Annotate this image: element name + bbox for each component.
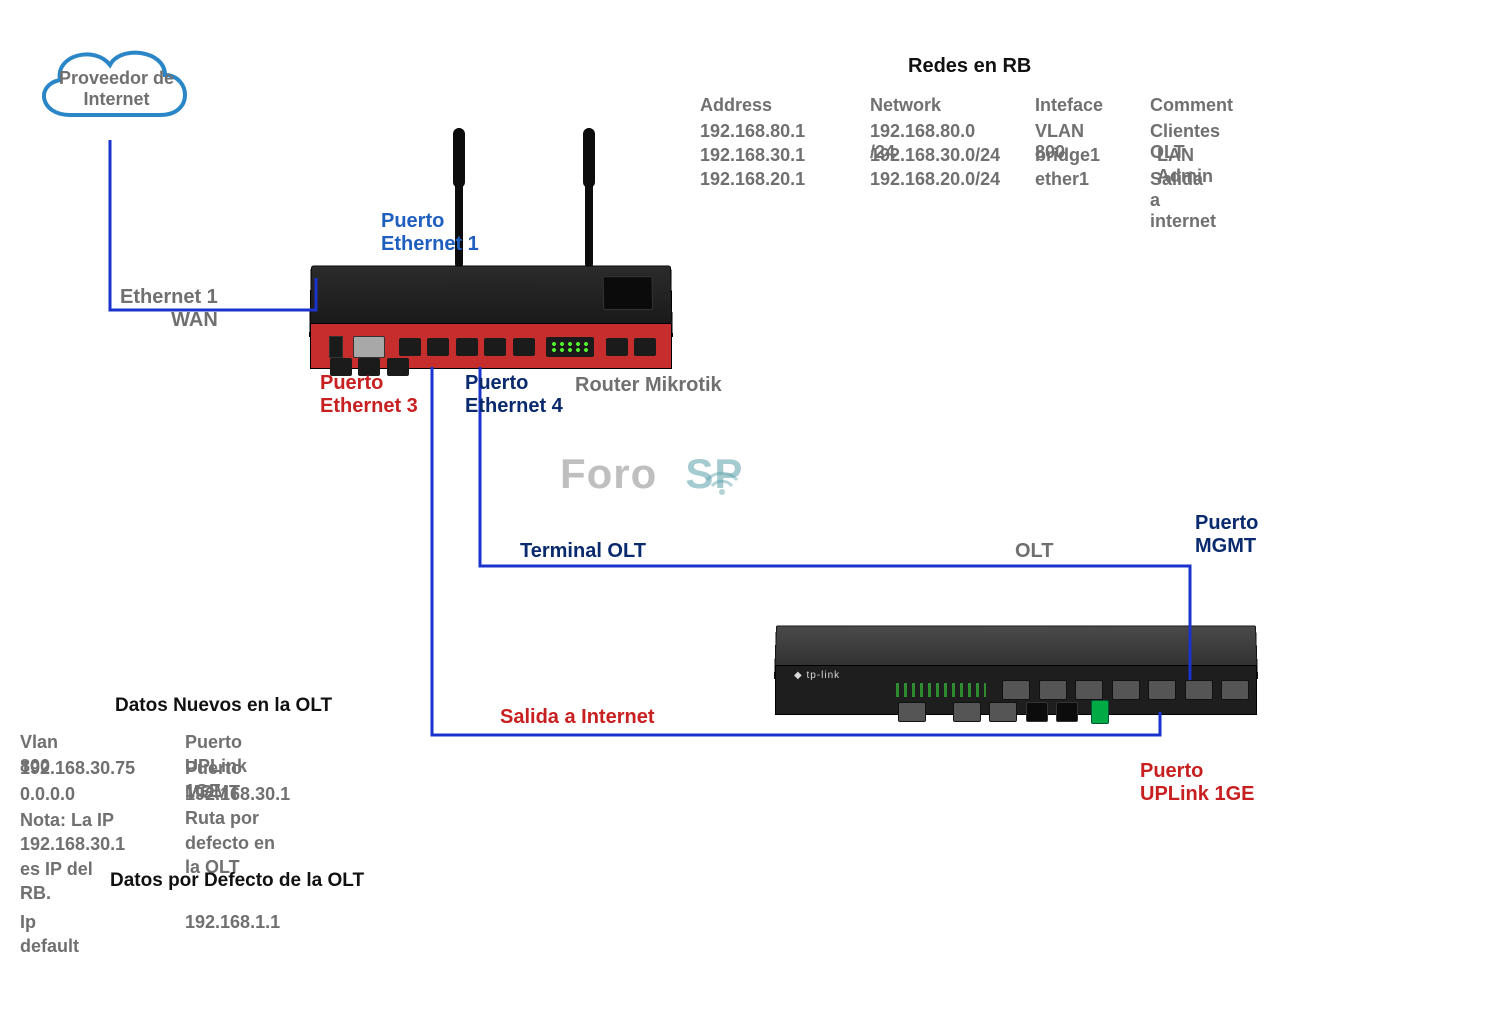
- label-puerto-uplink: Puerto UPLink 1GE: [1140, 760, 1254, 806]
- rb-hdr-network: Network: [870, 95, 941, 116]
- router-front: [310, 323, 672, 369]
- olt-mgmt-port: [1056, 702, 1078, 722]
- label-puerto-eth4: Puerto Ethernet 4: [465, 372, 563, 418]
- olt-sfp-5: [1148, 680, 1176, 700]
- router-eth3: [456, 338, 478, 356]
- rb-r1-c1: 192.168.30.0/24: [870, 145, 1000, 166]
- wire-cloud-to-eth1: [110, 140, 316, 310]
- label-router-mikrotik: Router Mikrotik: [575, 374, 722, 397]
- label-puerto-eth3: Puerto Ethernet 3: [320, 372, 418, 418]
- label-salida-internet: Salida a Internet: [500, 706, 655, 729]
- olt-sfp-4: [1112, 680, 1140, 700]
- olt-sfp-3: [1075, 680, 1103, 700]
- olt-new-r2-c0: 0.0.0.0: [20, 782, 75, 806]
- olt-new-r2-c1: 192.168.30.1 Ruta por defecto en la OLT: [185, 782, 290, 879]
- rb-r1-c2: bridge1: [1035, 145, 1100, 166]
- olt-ports: [896, 680, 1256, 724]
- olt-terminal-block: [1091, 700, 1109, 724]
- olt-new-title: Datos Nuevos en la OLT: [115, 695, 332, 717]
- label-terminal-olt: Terminal OLT: [520, 540, 646, 563]
- olt-new-r1-c0: 192.168.30.75: [20, 756, 135, 780]
- router-antenna-2: [585, 128, 593, 268]
- watermark-part2: SP: [685, 450, 743, 497]
- olt-sfp-8: [898, 702, 926, 722]
- rb-r2-c0: 192.168.20.1: [700, 169, 805, 190]
- olt-sfp-uplink-a: [953, 702, 981, 722]
- rb-r0-c0: 192.168.80.1: [700, 121, 805, 142]
- router-sfp-port: [353, 336, 385, 358]
- label-puerto-eth1: Puerto Ethernet 1: [381, 210, 479, 256]
- olt-sfp-uplink-b: [989, 702, 1017, 722]
- olt-default-title: Datos por Defecto de la OLT: [110, 870, 364, 892]
- olt-led-strip: [896, 683, 986, 697]
- rb-table-title: Redes en RB: [908, 55, 1031, 78]
- router-eth5: [513, 338, 535, 356]
- olt-sfp-7: [1221, 680, 1249, 700]
- rb-r2-c1: 192.168.20.0/24: [870, 169, 1000, 190]
- router-led-block: [546, 337, 594, 357]
- cloud-label: Proveedor de Internet: [59, 68, 174, 110]
- olt-ge-uplink: [1026, 702, 1048, 722]
- watermark-part1: Foro: [560, 450, 657, 497]
- olt-brand-logo: ◆ tp-link: [794, 670, 840, 681]
- router-eth6: [606, 338, 628, 356]
- router-eth7: [634, 338, 656, 356]
- olt-sfp-1: [1002, 680, 1030, 700]
- router-eth1: [399, 338, 421, 356]
- rb-hdr-interface: Inteface: [1035, 95, 1103, 116]
- olt-def-r0-c1: 192.168.1.1: [185, 910, 280, 934]
- rb-hdr-address: Address: [700, 95, 772, 116]
- router-usb-port: [329, 336, 343, 358]
- label-puerto-mgmt: Puerto MGMT: [1195, 512, 1258, 558]
- rb-r1-c0: 192.168.30.1: [700, 145, 805, 166]
- rb-hdr-comment: Comment: [1150, 95, 1233, 116]
- olt-sfp-2: [1039, 680, 1067, 700]
- olt-sfp-6: [1185, 680, 1213, 700]
- watermark-foroisp: Foro SP: [560, 450, 743, 498]
- label-olt: OLT: [1015, 540, 1054, 563]
- olt-front: ◆ tp-link: [775, 665, 1257, 715]
- label-eth1-wan: Ethernet 1 WAN: [120, 286, 218, 332]
- router-eth4: [484, 338, 506, 356]
- router-screen: [603, 276, 654, 310]
- olt-def-r0-c0: Ip default: [20, 910, 79, 959]
- router-eth2: [427, 338, 449, 356]
- router-ports: [329, 336, 671, 376]
- rb-r2-c2: ether1: [1035, 169, 1089, 190]
- cloud-internet-provider: Proveedor de Internet: [25, 30, 195, 140]
- rb-r2-c3: Salida a internet: [1150, 169, 1216, 232]
